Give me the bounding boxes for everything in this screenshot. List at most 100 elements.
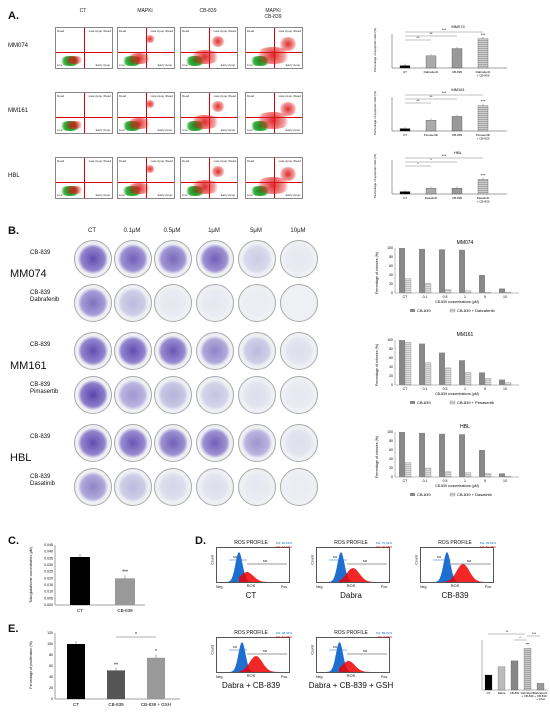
- ros-x-ticks: Neg. Pos.: [316, 675, 388, 679]
- significance-label: *: [155, 649, 157, 655]
- quadrant-label: Late Apop./Dead: [213, 94, 236, 98]
- category-label: Pimasertib: [424, 133, 439, 137]
- quadrant-label: Early Apop.: [95, 193, 111, 197]
- colony-well: [280, 468, 318, 506]
- quadrant-label: Dead: [182, 94, 190, 98]
- y-axis-label: Percentage of colonies (%): [375, 252, 379, 294]
- ros-negative-peak: [317, 642, 357, 672]
- y-axis-label: Percentage of colonies (%): [375, 436, 379, 478]
- m2-gate-label: M2: [363, 559, 367, 563]
- bar: [425, 55, 437, 69]
- significance-label: **: [416, 35, 420, 40]
- colony-stain: [242, 336, 272, 366]
- quadrant-vertical-line: [146, 28, 147, 68]
- legend-swatch-2: [449, 400, 456, 405]
- ros-plot-caption: Dabra: [340, 591, 362, 600]
- legend-label-1: CB-839: [417, 308, 431, 313]
- chart-title: HBL: [460, 424, 470, 430]
- apoptosis-flow-plot: APOPTOSIS PROFILEDeadLate Apop./DeadLive…: [55, 27, 113, 69]
- panel-b-letter: B.: [8, 225, 19, 237]
- quadrant-label: Live: [247, 63, 253, 67]
- colony-well: [280, 284, 318, 322]
- x-axis-label: CB-839 concentrations (μM): [435, 484, 479, 488]
- category-label: CB-839: [510, 691, 520, 695]
- significance-label: ***: [442, 90, 447, 95]
- quadrant-vertical-line: [84, 93, 85, 133]
- panel-a-letter: A.: [8, 10, 19, 22]
- y-tick-label: 60: [389, 356, 393, 360]
- cell-scatter: [189, 180, 221, 194]
- bar-series-2: [484, 378, 492, 386]
- x-tick-label: 0.5: [443, 479, 448, 483]
- y-tick-label: 60: [49, 664, 53, 668]
- colony-stain: [242, 288, 272, 318]
- quadrant-label: Dead: [182, 159, 190, 163]
- apoptosis-flow-plot: APOPTOSIS PROFILEDeadLate Apop./DeadLive…: [245, 157, 303, 199]
- ros-x-ticks: Neg. Pos.: [420, 585, 492, 589]
- cell-scatter: [64, 56, 84, 64]
- x-tick-pos: Pos.: [484, 585, 492, 589]
- colony-well: [154, 240, 192, 278]
- panel-b-row-label: CB-839: [30, 434, 51, 440]
- category-label: Dabrafenib + CB-839 + GSH: [534, 691, 548, 701]
- panel-e-letter: E.: [8, 623, 19, 635]
- ros-histogram-svg: M1 M2: [317, 552, 389, 582]
- bar: [399, 128, 411, 132]
- y-tick-label: 0.020: [44, 576, 53, 580]
- quadrant-label: Live: [182, 128, 188, 132]
- quadrant-label: Late Apop./Dead: [213, 29, 236, 33]
- ros-x-ticks: Neg. Pos.: [216, 585, 288, 589]
- y-tick-label: 40: [389, 273, 393, 277]
- colony-well: [238, 332, 276, 370]
- ros-x-ticks: Neg. Pos.: [316, 585, 388, 589]
- m1-value: M1: 82.63%: [275, 541, 292, 545]
- ros-positive-tail: [339, 568, 389, 582]
- quadrant-label: Dead: [182, 29, 190, 33]
- y-tick-label: 100: [387, 430, 393, 434]
- y-tick-label: 0.025: [44, 570, 53, 574]
- y-tick-label: 0.045: [44, 543, 53, 547]
- m2-value: M2: 9.99%: [377, 635, 392, 639]
- ros-negative-peak: [217, 642, 257, 672]
- panel-a-row-label: HBL: [8, 173, 20, 179]
- panel-a-column-header: MAPKi CB-839: [264, 8, 282, 20]
- ros-plot-area: M1 M2: [216, 637, 290, 673]
- colony-well: [154, 332, 192, 370]
- quadrant-label: Late Apop./Dead: [88, 29, 111, 33]
- colony-stain: [118, 336, 148, 366]
- x-tick-label: 10: [503, 479, 507, 483]
- bar-series-2: [464, 472, 472, 478]
- bar-series-1: [459, 434, 465, 477]
- bar-series-2: [464, 372, 472, 386]
- cell-scatter: [126, 53, 152, 64]
- colony-stain: [158, 428, 188, 458]
- legend-swatch-2: [449, 308, 456, 313]
- category-label: Dasatinib + CB-839: [477, 196, 490, 204]
- cell-scatter: [126, 118, 152, 129]
- bar-series-2: [404, 462, 412, 478]
- ros-plot-title: ROS PROFILE: [438, 540, 472, 546]
- bar: [147, 657, 165, 699]
- cell-scatter: [189, 50, 221, 64]
- ros-plot-caption: CT: [245, 591, 257, 600]
- bar-series-2: [444, 367, 452, 386]
- ros-plot-title: ROS PROFILE: [334, 540, 368, 546]
- y-tick-label: 80: [389, 439, 393, 443]
- bar-series-1: [399, 248, 405, 293]
- bar: [451, 188, 463, 195]
- ros-gate-stats: M1: 48.04% M2: 51.96%: [276, 631, 292, 639]
- bar: [115, 578, 135, 605]
- ros-x-axis-label: ROS: [246, 583, 256, 588]
- panel-b-column-header: 10μM: [290, 228, 306, 234]
- apoptosis-flow-plot: APOPTOSIS PROFILEDeadLate Apop./DeadLive…: [117, 157, 175, 199]
- cell-scatter-late: [279, 37, 297, 51]
- bar-series-2: [484, 473, 492, 478]
- category-label: Dabrafenib + CB-839: [476, 70, 491, 78]
- bar-series-1: [439, 352, 445, 385]
- colony-well: [114, 376, 152, 414]
- m1-gate-label: M1: [333, 555, 337, 559]
- ros-histogram-svg: M1 M2: [317, 642, 389, 672]
- bar-series-2: [484, 291, 492, 294]
- panel-c-letter: C.: [8, 535, 19, 547]
- ros-y-axis-label: Count: [414, 555, 419, 565]
